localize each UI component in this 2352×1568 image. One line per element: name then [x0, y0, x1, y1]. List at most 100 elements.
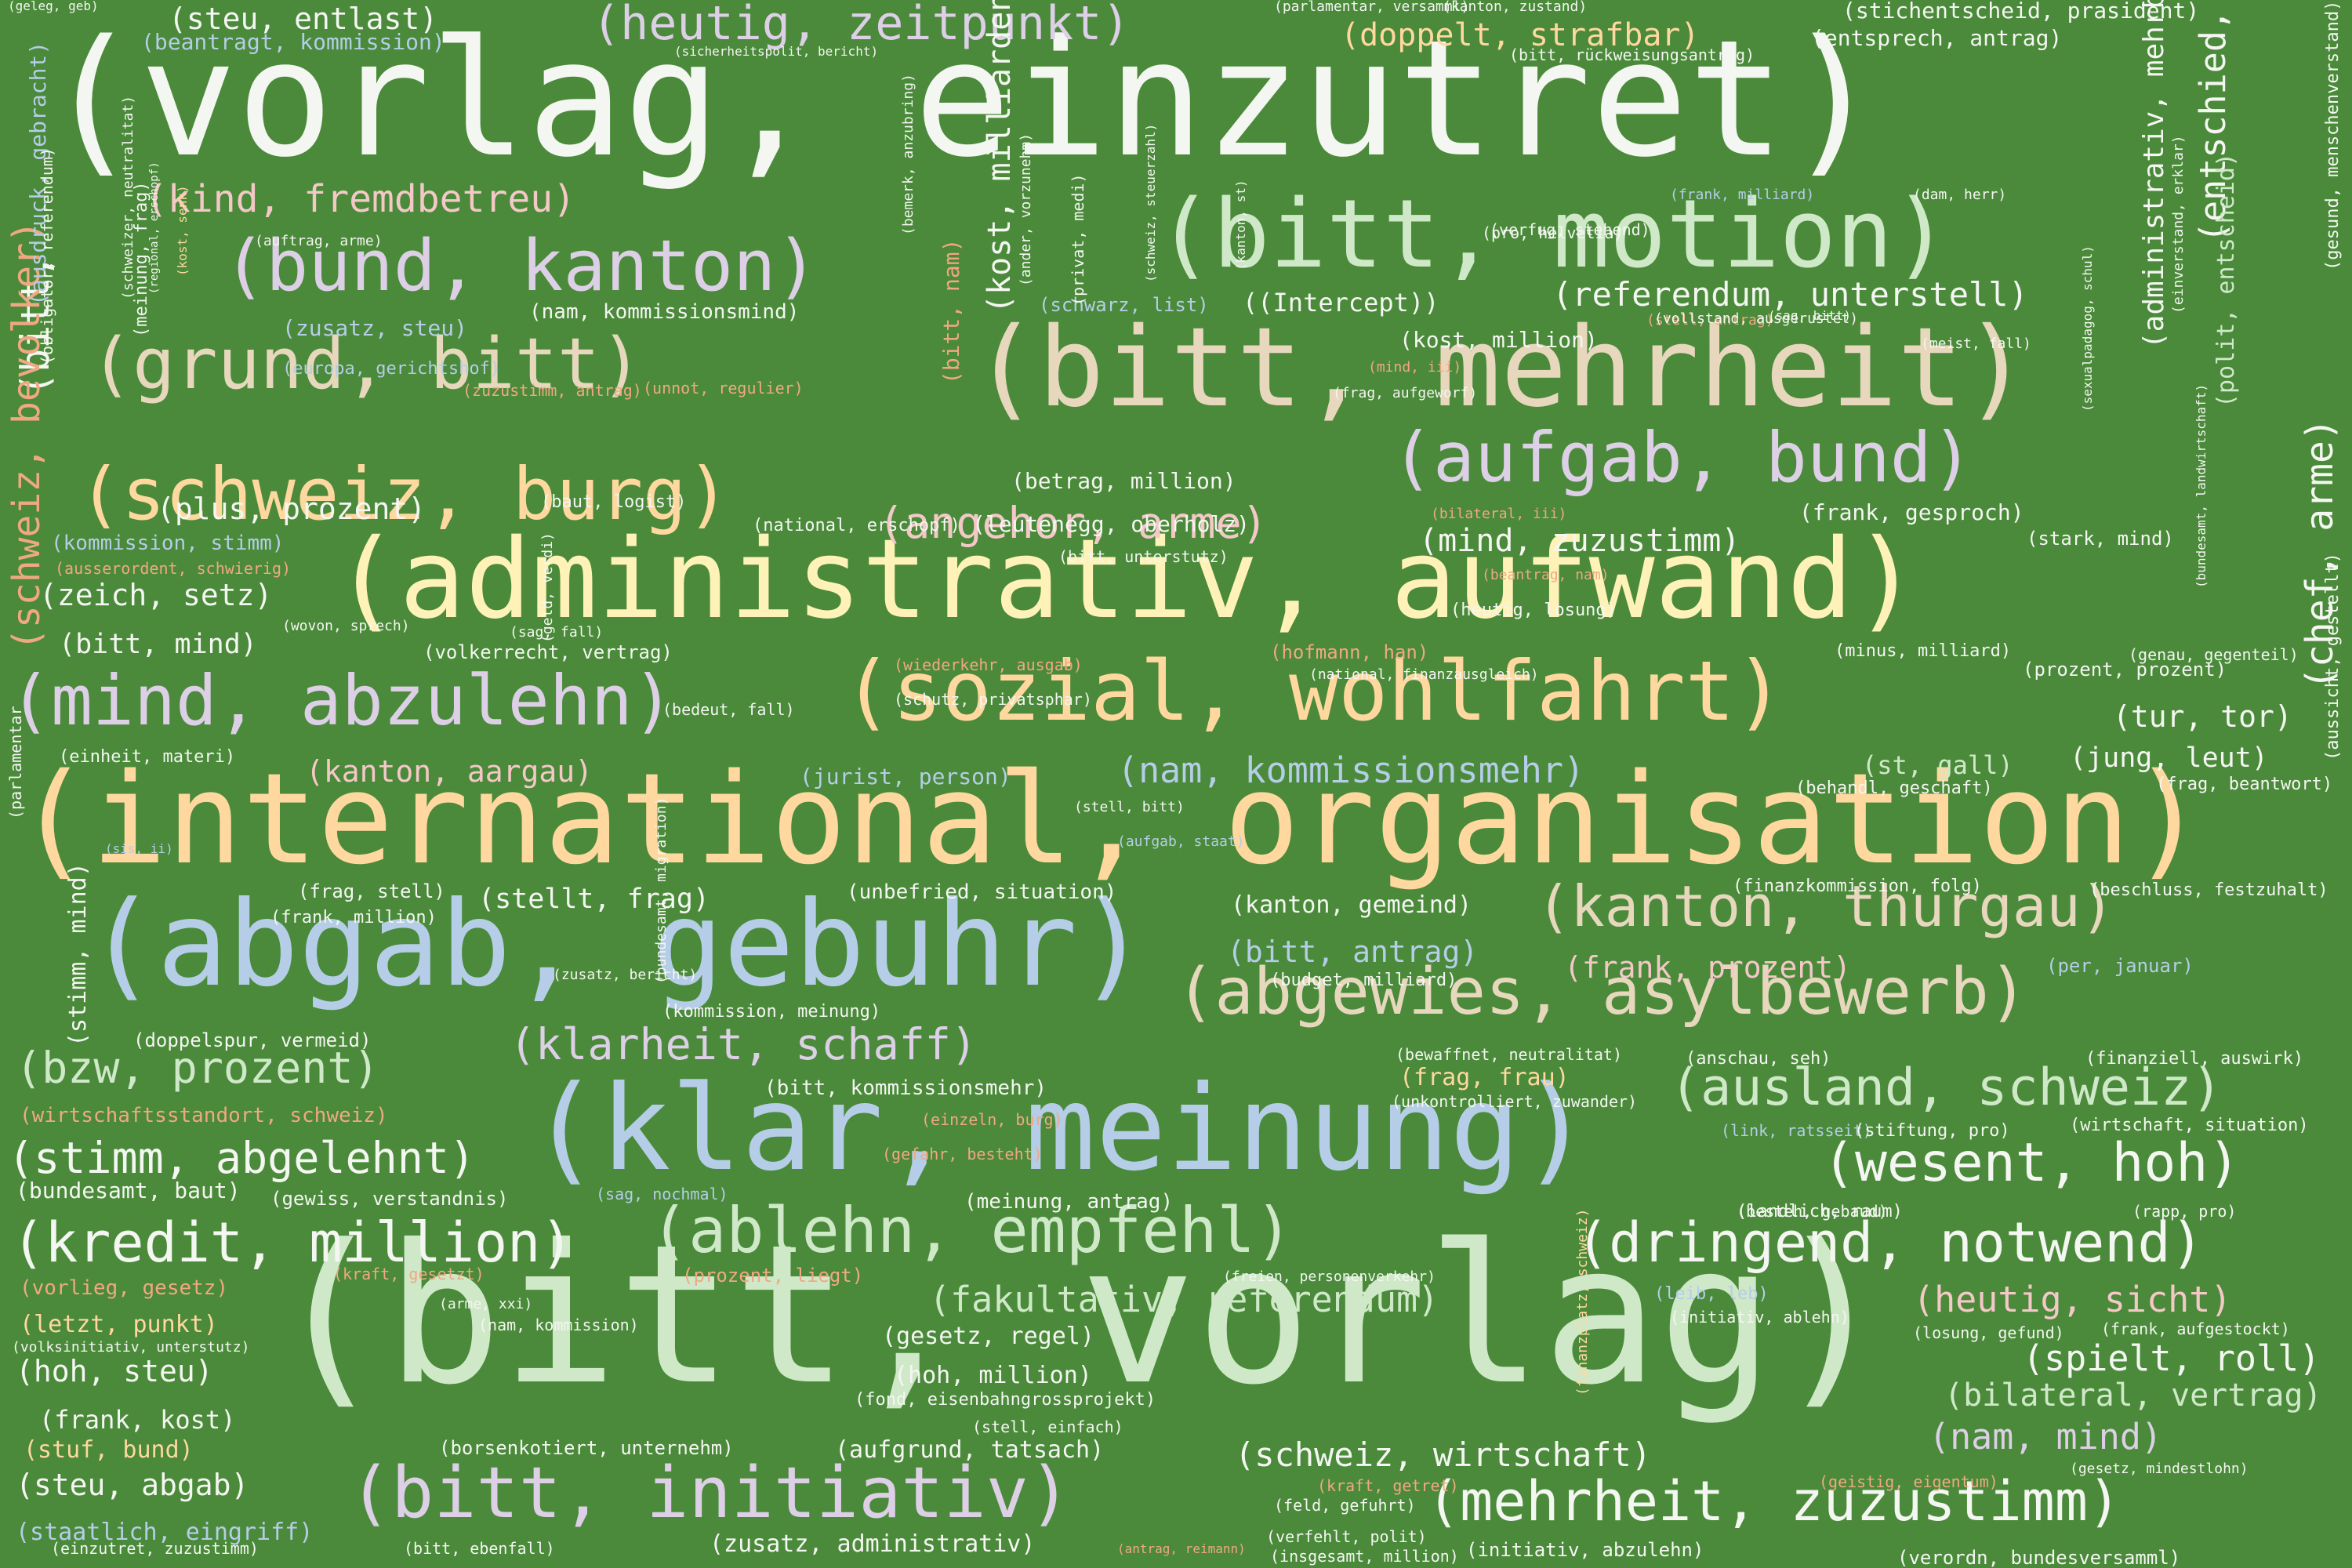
cloud-term: (verfehlt, polit): [1266, 1527, 1427, 1546]
cloud-term: (bilateral, iii): [1431, 506, 1567, 522]
cloud-term: (parlamentar, versamml): [1274, 0, 1470, 15]
cloud-term: (kommission, meinung): [662, 1002, 881, 1022]
cloud-term: (sis, ii): [105, 841, 173, 856]
cloud-term: (nam, mind): [1929, 1416, 2163, 1457]
cloud-term: (frag, stell): [298, 880, 445, 902]
cloud-term: (schweiz, wirtschaft): [1235, 1436, 1652, 1474]
cloud-term: ((Intercept)): [1243, 288, 1439, 318]
cloud-term: (ausserordent, schwierig): [55, 559, 292, 578]
cloud-term: (bitt, mehrheit): [972, 304, 2030, 432]
cloud-term: (rapp, pro): [2132, 1202, 2237, 1221]
cloud-term: (bundesamt, migration): [653, 797, 670, 984]
cloud-term: (kanton, aargau): [306, 754, 593, 789]
cloud-term: (gesetz, mindestlohn): [2070, 1461, 2249, 1477]
cloud-term: (kommission, stimm): [51, 532, 285, 555]
cloud-term: (privat, medi): [1069, 173, 1087, 306]
cloud-term: (minus, milliard): [1835, 641, 2012, 661]
cloud-term: (stiftung, pro): [1854, 1121, 2010, 1141]
cloud-term: (letzt, punkt): [20, 1311, 218, 1338]
cloud-term: (doppelt, strafbar): [1341, 17, 1700, 53]
cloud-term: (europa, gerichtshof): [282, 359, 501, 379]
cloud-term: (ablehn, empfehl): [651, 1194, 1293, 1267]
cloud-term: (frank, gesproch): [1799, 499, 2024, 525]
cloud-term: (schutz, privatsphar): [894, 690, 1092, 709]
cloud-term: (verordn, bundesversamml): [1897, 1547, 2181, 1568]
cloud-term: (einheit, materi): [59, 747, 236, 767]
cloud-term: (frank, prozent): [1564, 950, 1852, 985]
cloud-term: (vorlag, einzutret): [43, 6, 1882, 193]
cloud-term: (bund, kanton): [223, 225, 818, 307]
cloud-term: (hoh, steu): [16, 1354, 213, 1388]
cloud-term: (finanzkommission, folg): [1733, 877, 1982, 896]
cloud-term: (landlich, raum): [1737, 1202, 1903, 1221]
cloud-term: (entsprech, antrag): [1811, 25, 2063, 51]
cloud-term: (referendum, unterstell): [1552, 275, 2028, 314]
cloud-term: (heutig, losung): [1450, 601, 1617, 620]
cloud-term: (losung, gefund): [1913, 1323, 2064, 1342]
cloud-term: (parlamentar: [6, 706, 25, 820]
cloud-term: (zuzustimm, antrag): [463, 381, 642, 400]
cloud-term: (gesetz, regel): [882, 1323, 1094, 1350]
cloud-term: (kind, fremdbetreu): [145, 177, 576, 221]
cloud-term: (bilateral, vertrag): [1944, 1377, 2322, 1414]
cloud-term: (bemerk, anzubring): [900, 74, 916, 235]
cloud-term: (leib, leb): [1654, 1284, 1769, 1304]
cloud-term: (antrag, reimann): [1117, 1541, 1246, 1556]
cloud-term: (sicherheitspolit, bericht): [674, 44, 879, 59]
cloud-term: (meinung, antrag): [964, 1190, 1174, 1214]
cloud-term: (vollstand, ausgerustet): [1654, 310, 1859, 327]
cloud-term: (geistig, eigentum): [1819, 1472, 1998, 1491]
cloud-term: (bitt, unterstutz): [1058, 547, 1229, 566]
cloud-term: (administrativ, mehrbelast): [2138, 0, 2170, 349]
cloud-term: (nam, kommissionsmind): [529, 300, 800, 324]
cloud-term: (fond, eisenbahngrossprojekt): [855, 1390, 1156, 1410]
cloud-term: (zusatz, steu): [282, 315, 468, 341]
cloud-term: (kanton, st): [1233, 180, 1248, 270]
cloud-term: (dam, herr): [1913, 187, 2007, 203]
cloud-term: (bitt, motion): [1156, 180, 1950, 289]
cloud-term: (ausland, schweiz): [1670, 1058, 2223, 1117]
cloud-term: (behandl, geschaft): [1795, 779, 1993, 798]
cloud-term: (bitt, initiativ): [349, 1452, 1072, 1534]
cloud-term: (jurist, person): [800, 764, 1011, 789]
cloud-term: (mehrheit, zuzustimm): [1427, 1469, 2122, 1534]
cloud-term: (leutenegg, oberholz): [972, 511, 1250, 537]
cloud-term: (bedeut, fall): [662, 700, 795, 719]
cloud-term: (kredit, million): [12, 1210, 574, 1275]
cloud-term: (frank, million): [270, 908, 437, 927]
cloud-term: (stark, mind): [2027, 528, 2174, 550]
cloud-term: (stell, antrag): [1646, 312, 1774, 328]
cloud-term: (kost, milliardenhoh): [982, 0, 1018, 314]
cloud-term: (doppelspur, vermeid): [133, 1029, 372, 1051]
cloud-term: (kost, senk): [175, 185, 190, 276]
cloud-term: (staatlich, eingriff): [16, 1519, 314, 1546]
cloud-term: (einverstand, erklar): [2170, 135, 2187, 314]
cloud-term: (kraft, gesetzt): [333, 1265, 485, 1283]
cloud-term: (tur, tor): [2113, 699, 2292, 734]
cloud-term: (wirtschaft, situation): [2070, 1116, 2309, 1135]
cloud-term: (gefahr, besteht): [882, 1145, 1043, 1163]
cloud-term: (stellt, frag): [478, 884, 710, 915]
cloud-term: (sexualpadagog, schul): [2080, 245, 2095, 412]
cloud-term: (dringend, notwend): [1576, 1210, 2204, 1275]
cloud-term: (beantrag, nam): [1482, 567, 1610, 583]
cloud-term: (mind, abzulehn): [9, 660, 674, 741]
cloud-term: (unbefried, situation): [847, 880, 1117, 904]
cloud-term: (kanton, thurgau): [1537, 873, 2114, 939]
cloud-term: (plus, prozent): [157, 492, 426, 526]
cloud-term: (administrativ, aufwand): [333, 516, 1919, 644]
cloud-term: (arme, xxi): [439, 1296, 533, 1312]
cloud-term: (volksinitiativ, unterstutz): [12, 1339, 250, 1356]
cloud-term: (steu, abgab): [16, 1468, 249, 1502]
cloud-term: (national, finanzausgleich): [1309, 666, 1539, 683]
cloud-term: (ander, vorzunehm): [1018, 132, 1034, 286]
cloud-term: (bundesamt, baut): [16, 1178, 241, 1203]
cloud-term: (obligator, referendum): [38, 147, 56, 365]
cloud-term: (klar, meinung): [529, 1061, 1592, 1197]
cloud-term: (prozent, liegt): [682, 1265, 864, 1287]
cloud-term: (budget, milliard): [1270, 971, 1457, 990]
cloud-term: (klarheit, schaff): [510, 1019, 978, 1069]
cloud-term: (mind, iii): [1368, 359, 1462, 376]
cloud-term: (unnot, regulier): [643, 379, 804, 397]
cloud-term: (baut, logist): [541, 492, 687, 512]
